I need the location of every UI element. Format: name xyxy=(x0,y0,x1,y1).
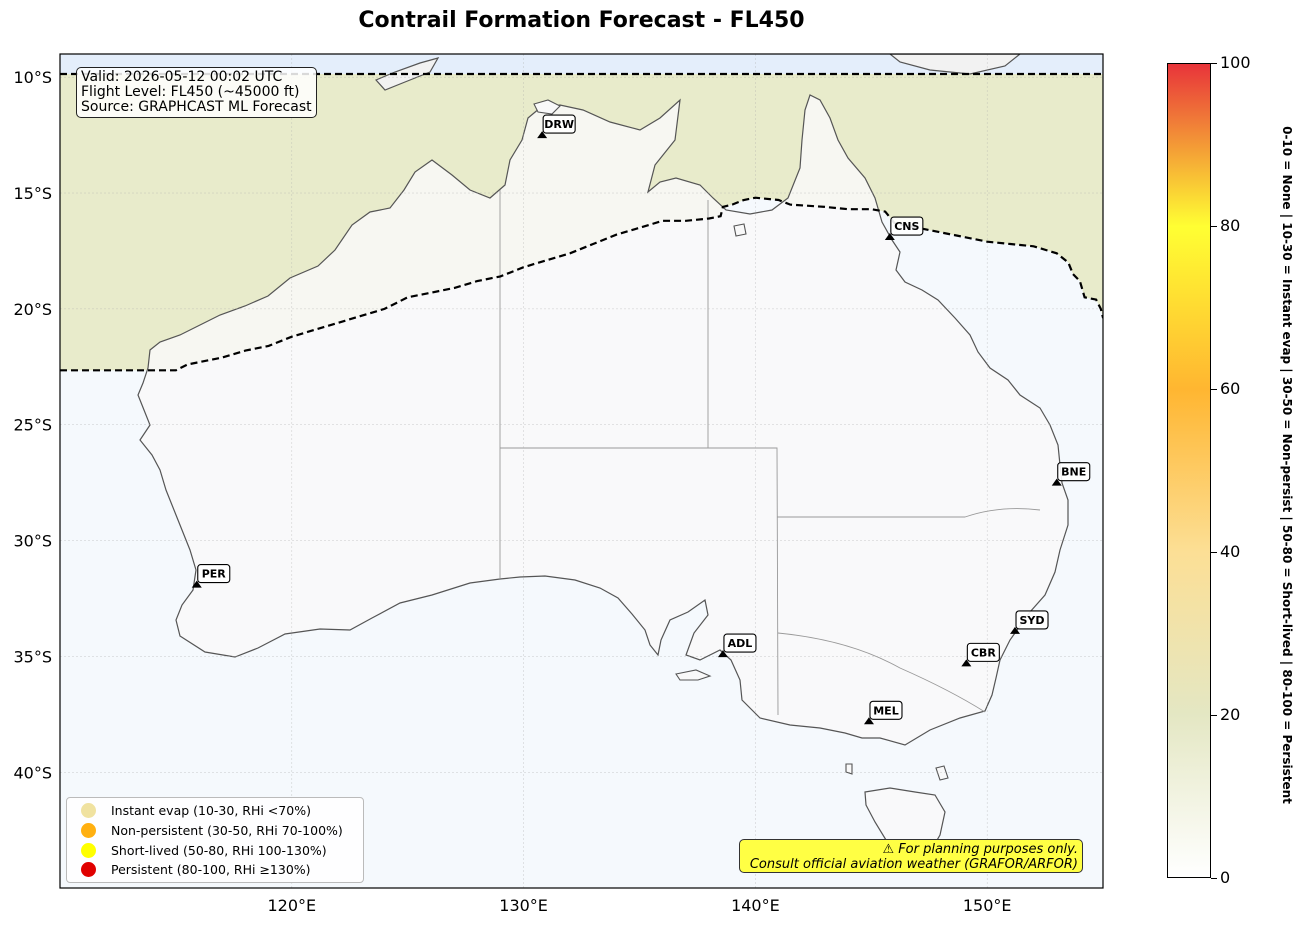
airport-triangle-icon xyxy=(863,717,874,725)
airport-triangle-icon xyxy=(191,580,202,588)
airport-code: ADL xyxy=(728,637,753,650)
legend-label: Instant evap (10-30, RHi <70%) xyxy=(111,802,311,818)
legend-dot xyxy=(81,822,96,838)
state-borders xyxy=(499,190,1041,716)
axis-ticks: 10°S 15°S 20°S 25°S 30°S 35°S 40°S 120°E 130°E 14… xyxy=(13,68,1011,915)
legend-item: Short-lived (50-80, RHi 100-130%) xyxy=(81,842,327,858)
airport-adl: ADL xyxy=(717,633,757,658)
colorbar-tick-label: 80 xyxy=(1220,216,1241,235)
lat-tick-label: 40°S xyxy=(13,763,52,782)
legend-dot xyxy=(81,802,96,818)
flight-level: Flight Level: FL450 (~45000 ft) xyxy=(81,84,300,100)
colorbar xyxy=(1167,63,1211,878)
lat-tick-label: 10°S xyxy=(13,68,52,87)
kangaroo-island xyxy=(675,669,712,681)
lat-tick-label: 35°S xyxy=(13,647,52,666)
flinders-island xyxy=(935,765,949,781)
airport-cbr: CBR xyxy=(961,642,1000,667)
planning-warning-box: ⚠ For planning purposes only. Consult of… xyxy=(739,839,1083,873)
airport-label-box xyxy=(1057,462,1091,482)
airport-syd: SYD xyxy=(1010,610,1049,634)
lon-tick-label: 120°E xyxy=(267,896,316,915)
airport-triangle-icon xyxy=(1010,626,1021,634)
colorbar-tick xyxy=(1211,389,1217,390)
map-frame xyxy=(59,53,1104,889)
forecast-info-box: Valid: 2026-05-12 00:02 UTC Flight Level… xyxy=(76,67,317,118)
groote-island xyxy=(733,223,747,237)
airport-markers: DRW CNS BNE PER ADL SYD CBR MEL xyxy=(191,114,1091,725)
forecast-source: Source: GRAPHCAST ML Forecast xyxy=(81,99,312,115)
legend-label: Non-persistent (30-50, RHi 70-100%) xyxy=(111,822,343,838)
airport-code: CBR xyxy=(971,646,996,659)
airport-mel: MEL xyxy=(863,700,903,725)
warning-line-1: ⚠ For planning purposes only. xyxy=(882,842,1079,857)
airport-code: SYD xyxy=(1020,614,1045,627)
airport-triangle-icon xyxy=(1051,478,1062,486)
airport-label-box xyxy=(869,700,903,720)
airport-label-box xyxy=(966,642,1000,662)
king-island xyxy=(845,763,853,775)
legend-item: Non-persistent (30-50, RHi 70-100%) xyxy=(81,822,343,838)
airport-label-box xyxy=(542,114,576,134)
airport-drw: DRW xyxy=(537,114,576,139)
legend-label: Short-lived (50-80, RHi 100-130%) xyxy=(111,842,327,858)
chart-title: Contrail Formation Forecast - FL450 xyxy=(358,8,805,33)
lat-tick-label: 15°S xyxy=(13,184,52,203)
airport-per: PER xyxy=(191,564,231,588)
top-strip xyxy=(60,54,1103,74)
lat-tick-label: 30°S xyxy=(13,532,52,551)
melville-island xyxy=(533,99,561,115)
new-guinea xyxy=(889,54,1021,75)
colorbar-tick xyxy=(1211,552,1217,553)
lat-tick-label: 20°S xyxy=(13,300,52,319)
airport-code: MEL xyxy=(873,704,898,717)
airport-label-box xyxy=(723,633,757,653)
legend-dot xyxy=(81,861,96,877)
map-legend: Instant evap (10-30, RHi <70%) Non-persi… xyxy=(66,797,364,883)
airport-code: PER xyxy=(202,568,227,581)
colorbar-tick-label: 0 xyxy=(1220,868,1231,887)
airport-code: CNS xyxy=(894,220,919,233)
legend-label: Persistent (80-100, RHi ≥130%) xyxy=(111,861,311,877)
colorbar-tick xyxy=(1211,226,1217,227)
valid-time: Valid: 2026-05-12 00:02 UTC xyxy=(81,69,283,85)
airport-label-box xyxy=(1015,610,1049,630)
airport-cns: CNS xyxy=(884,216,924,241)
colorbar-tick xyxy=(1211,878,1217,879)
lon-tick-label: 140°E xyxy=(731,896,780,915)
airport-code: BNE xyxy=(1061,466,1086,479)
colorbar-tick-label: 20 xyxy=(1220,705,1241,724)
colorbar-tick xyxy=(1211,63,1217,64)
colorbar-tick xyxy=(1211,715,1217,716)
colorbar-tick-label: 100 xyxy=(1220,53,1251,72)
lon-tick-label: 150°E xyxy=(963,896,1012,915)
colorbar-tick-label: 60 xyxy=(1220,379,1241,398)
airport-code: DRW xyxy=(544,118,574,131)
lon-tick-label: 130°E xyxy=(499,896,548,915)
airport-triangle-icon xyxy=(717,650,728,658)
colorbar-label: 0-10 = None | 10-30 = Instant evap | 30-… xyxy=(1280,126,1294,804)
airport-label-box xyxy=(890,216,924,236)
airport-triangle-icon xyxy=(884,233,895,241)
contour-boundary-line xyxy=(60,196,1103,372)
legend-item: Instant evap (10-30, RHi <70%) xyxy=(81,802,311,818)
colorbar-tick-label: 40 xyxy=(1220,542,1241,561)
lat-tick-label: 25°S xyxy=(13,416,52,435)
airport-triangle-icon xyxy=(537,131,548,139)
airport-bne: BNE xyxy=(1051,462,1091,486)
airport-triangle-icon xyxy=(961,659,972,667)
airport-label-box xyxy=(197,564,231,584)
legend-item: Persistent (80-100, RHi ≥130%) xyxy=(81,861,311,877)
warning-line-2: Consult official aviation weather (GRAFO… xyxy=(749,857,1078,872)
legend-dot xyxy=(81,842,96,858)
